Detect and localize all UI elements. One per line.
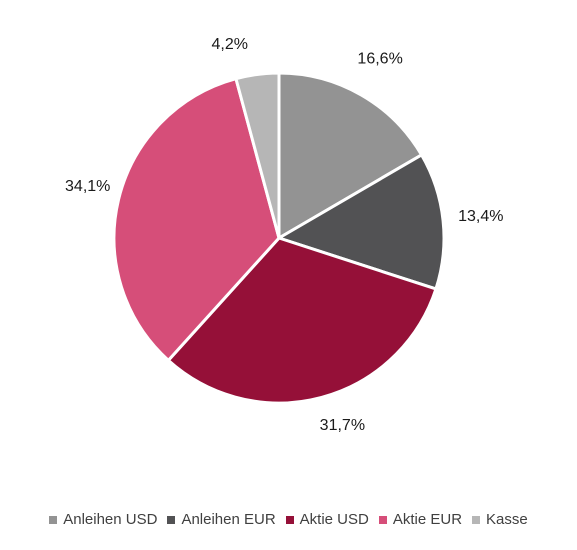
legend-label: Aktie USD [299,511,369,528]
legend-swatch-icon [285,515,294,524]
data-label-aktie-eur: 34,1% [65,178,110,195]
legend-label: Anleihen USD [63,511,158,528]
legend-swatch-icon [167,515,176,524]
data-label-kasse: 4,2% [212,36,248,53]
pie-slice-anleihen-eur [277,153,446,291]
legend-swatch-icon [472,515,481,524]
legend-label: Kasse [486,511,528,528]
legend-swatch-icon [378,515,387,524]
data-label-aktie-usd: 31,7% [320,417,365,434]
legend-item-anleihen-eur: Anleihen EUR [167,511,276,528]
pie-slice-kasse [234,71,281,240]
legend-swatch-icon [49,515,58,524]
legend-label: Anleihen EUR [181,511,276,528]
legend-item-aktie-usd: Aktie USD [285,511,369,528]
legend-item-anleihen-usd: Anleihen USD [49,511,157,528]
pie-data-labels: 16,6% 13,4% 31,7% 34,1% 4,2% [65,36,503,434]
data-label-anleihen-eur: 13,4% [458,208,503,225]
pie-slice-aktie-eur [112,77,281,362]
data-label-anleihen-usd: 16,6% [357,51,402,68]
chart-legend: Anleihen USD Anleihen EUR Aktie USD Aktie E… [0,511,577,528]
legend-item-aktie-eur: Aktie EUR [378,511,463,528]
pie-slice-anleihen-usd [277,71,424,240]
pie-slices [112,71,446,405]
pie-slice-aktie-usd [166,236,438,405]
legend-item-kasse: Kasse [472,511,528,528]
legend-label: Aktie EUR [392,511,463,528]
